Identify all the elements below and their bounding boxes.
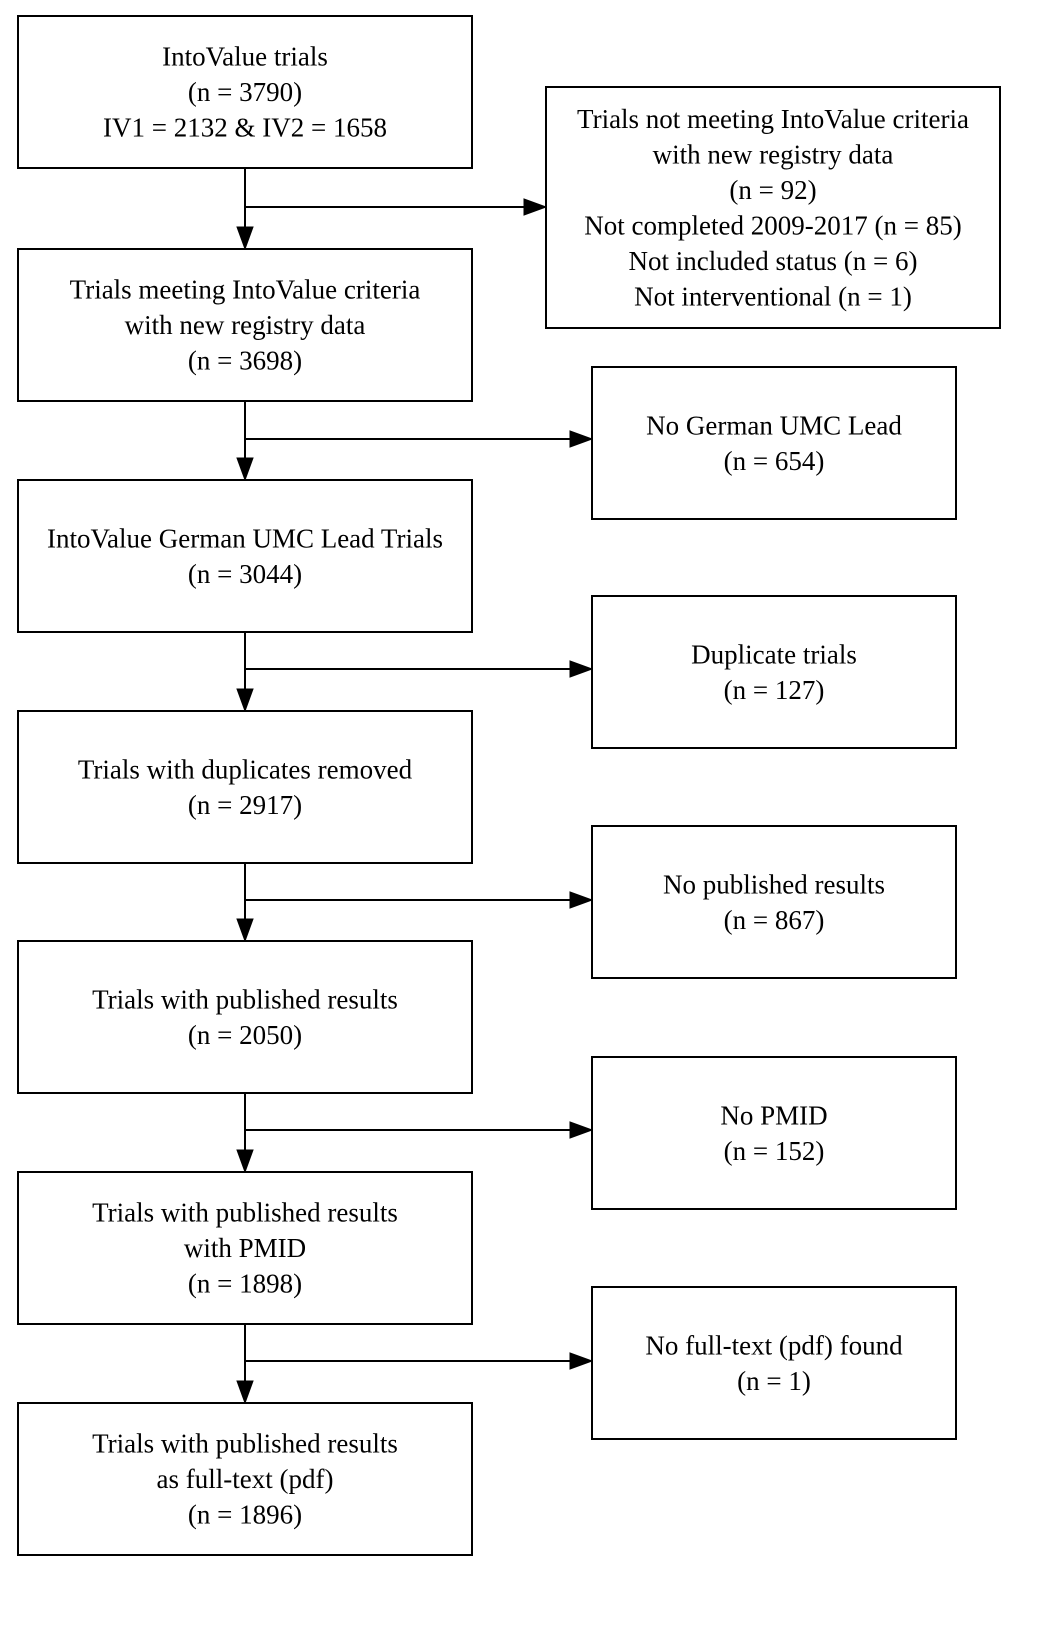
exclusion-arrowhead bbox=[523, 198, 548, 216]
exclusion-arrowhead bbox=[569, 430, 594, 448]
german-umc-lead-label-line: IntoValue German UMC Lead Trials bbox=[47, 523, 443, 553]
german-umc-lead-node: IntoValue German UMC Lead Trials (n = 304… bbox=[17, 479, 473, 633]
german-umc-lead-box bbox=[17, 479, 473, 633]
published-results-node: Trials with published results (n = 2050) bbox=[17, 940, 473, 1094]
no-fulltext-label-line: (n = 1) bbox=[737, 1366, 811, 1396]
main-flow-arrowhead bbox=[236, 1380, 254, 1405]
no-fulltext-node: No full-text (pdf) found (n = 1) bbox=[591, 1286, 957, 1440]
intovalue-trials-node: IntoValue trials (n = 3790) IV1 = 2132 & I… bbox=[17, 15, 473, 169]
meeting-criteria-label-line: Trials meeting IntoValue criteria bbox=[70, 275, 421, 305]
flowchart-edges bbox=[236, 168, 594, 1405]
main-flow-arrowhead bbox=[236, 1149, 254, 1174]
intovalue-trials-label-line: IntoValue trials bbox=[162, 42, 328, 72]
no-published-results-node: No published results (n = 867) bbox=[591, 825, 957, 979]
duplicates-removed-node: Trials with duplicates removed (n = 2917) bbox=[17, 710, 473, 864]
main-flow-arrowhead bbox=[236, 688, 254, 713]
duplicate-trials-label-line: Duplicate trials bbox=[691, 639, 857, 669]
no-german-umc-lead-label-line: No German UMC Lead bbox=[646, 410, 902, 440]
published-with-pmid-node: Trials with published results with PMID (n… bbox=[17, 1171, 473, 1325]
intovalue-trials-label-line: IV1 = 2132 & IV2 = 1658 bbox=[103, 113, 387, 143]
not-meeting-criteria-label-line: Not included status (n = 6) bbox=[629, 246, 918, 276]
meeting-criteria-box bbox=[17, 248, 473, 402]
no-published-results-label-line: (n = 867) bbox=[724, 905, 825, 935]
not-meeting-criteria-label-line: (n = 92) bbox=[729, 175, 816, 205]
not-meeting-criteria-label-line: Not completed 2009-2017 (n = 85) bbox=[584, 210, 961, 240]
published-fulltext-label-line: Trials with published results bbox=[92, 1429, 398, 1459]
meeting-criteria-label-line: with new registry data bbox=[125, 310, 366, 340]
not-meeting-criteria-label-line: Trials not meeting IntoValue criteria bbox=[577, 104, 969, 134]
published-with-pmid-label-line: (n = 1898) bbox=[188, 1269, 302, 1299]
no-german-umc-lead-box bbox=[591, 366, 957, 520]
meeting-criteria-label-line: (n = 3698) bbox=[188, 346, 302, 376]
published-with-pmid-label-line: Trials with published results bbox=[92, 1198, 398, 1228]
duplicates-removed-box bbox=[17, 710, 473, 864]
duplicate-trials-label-line: (n = 127) bbox=[724, 675, 825, 705]
no-pmid-node: No PMID (n = 152) bbox=[591, 1056, 957, 1210]
no-german-umc-lead-node: No German UMC Lead (n = 654) bbox=[591, 366, 957, 520]
main-flow-arrowhead bbox=[236, 918, 254, 943]
no-pmid-box bbox=[591, 1056, 957, 1210]
published-results-label-line: (n = 2050) bbox=[188, 1020, 302, 1050]
duplicate-trials-node: Duplicate trials (n = 127) bbox=[591, 595, 957, 749]
no-fulltext-label-line: No full-text (pdf) found bbox=[645, 1330, 903, 1360]
flowchart-nodes: IntoValue trials (n = 3790) IV1 = 2132 & I… bbox=[17, 15, 1001, 1556]
published-results-label-line: Trials with published results bbox=[92, 984, 398, 1014]
not-meeting-criteria-label-line: with new registry data bbox=[653, 139, 894, 169]
no-pmid-label-line: No PMID bbox=[720, 1100, 827, 1130]
duplicate-trials-box bbox=[591, 595, 957, 749]
published-fulltext-label-line: as full-text (pdf) bbox=[157, 1464, 334, 1494]
exclusion-arrowhead bbox=[569, 660, 594, 678]
no-published-results-label-line: No published results bbox=[663, 869, 885, 899]
meeting-criteria-node: Trials meeting IntoValue criteria with ne… bbox=[17, 248, 473, 402]
duplicates-removed-label-line: Trials with duplicates removed bbox=[78, 754, 413, 784]
german-umc-lead-label-line: (n = 3044) bbox=[188, 559, 302, 589]
main-flow-arrowhead bbox=[236, 226, 254, 251]
not-meeting-criteria-label-line: Not interventional (n = 1) bbox=[634, 281, 912, 311]
published-fulltext-box bbox=[17, 1402, 473, 1556]
no-pmid-label-line: (n = 152) bbox=[724, 1136, 825, 1166]
no-fulltext-box bbox=[591, 1286, 957, 1440]
published-with-pmid-label-line: with PMID bbox=[184, 1233, 306, 1263]
not-meeting-criteria-box bbox=[545, 86, 1001, 329]
no-published-results-box bbox=[591, 825, 957, 979]
exclusion-arrowhead bbox=[569, 1352, 594, 1370]
published-fulltext-node: Trials with published results as full-tex… bbox=[17, 1402, 473, 1556]
published-fulltext-label-line: (n = 1896) bbox=[188, 1500, 302, 1530]
not-meeting-criteria-node: Trials not meeting IntoValue criteria wit… bbox=[545, 86, 1001, 329]
intovalue-trials-label-line: (n = 3790) bbox=[188, 77, 302, 107]
exclusion-arrowhead bbox=[569, 1121, 594, 1139]
no-german-umc-lead-label-line: (n = 654) bbox=[724, 446, 825, 476]
exclusion-arrowhead bbox=[569, 891, 594, 909]
published-results-box bbox=[17, 940, 473, 1094]
main-flow-arrowhead bbox=[236, 457, 254, 482]
duplicates-removed-label-line: (n = 2917) bbox=[188, 790, 302, 820]
intovalue-trials-box bbox=[17, 15, 473, 169]
published-with-pmid-box bbox=[17, 1171, 473, 1325]
